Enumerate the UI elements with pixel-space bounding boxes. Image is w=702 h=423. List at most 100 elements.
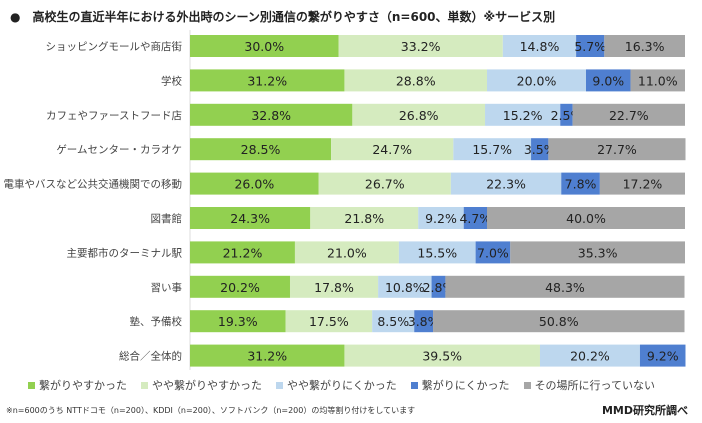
bar-segment bbox=[453, 138, 532, 161]
legend-swatch bbox=[141, 381, 148, 389]
category-label: 図書館 bbox=[151, 212, 183, 225]
bar-segment bbox=[485, 103, 561, 126]
category-label: 総合／全体的 bbox=[119, 350, 182, 363]
data-label: 3.8% bbox=[408, 314, 440, 329]
legend-item: 繋がりにくかった bbox=[410, 377, 510, 393]
data-label: 50.8% bbox=[539, 314, 579, 329]
data-label: 15.7% bbox=[472, 142, 512, 157]
bar-segment bbox=[372, 310, 415, 333]
bar-segment bbox=[310, 207, 419, 229]
footnote: ※n=600のうち NTTドコモ（n=200）、KDDI（n=200）、ソフトバ… bbox=[6, 406, 416, 415]
bar-segment bbox=[190, 344, 345, 367]
data-label: 24.7% bbox=[372, 142, 412, 157]
legend-swatch bbox=[276, 381, 283, 389]
bar-segment bbox=[539, 344, 640, 367]
bar-segment bbox=[344, 344, 540, 367]
legend-item: やや繋がりやすかった bbox=[141, 377, 262, 393]
bar-segment bbox=[190, 275, 290, 298]
bar-segment bbox=[344, 69, 487, 92]
bar-segment bbox=[190, 69, 345, 92]
data-label: 11.0% bbox=[638, 73, 678, 88]
chart-title: ● 高校生の直近半年における外出時のシーン別通信の繋がりやすさ（n=600、単数… bbox=[10, 10, 556, 24]
data-label: 39.5% bbox=[422, 349, 462, 364]
data-label: 27.7% bbox=[597, 142, 637, 157]
bar-segment bbox=[599, 172, 685, 195]
data-label: 10.8% bbox=[385, 280, 425, 295]
category-label: 習い事 bbox=[151, 281, 183, 294]
bar-segment bbox=[418, 207, 464, 229]
legend-item: 繋がりやすかった bbox=[28, 377, 127, 393]
legend-item: やや繋がりにくかった bbox=[276, 377, 397, 393]
category-label: ゲームセンター・カラオケ bbox=[56, 144, 182, 156]
bar-segment bbox=[190, 172, 319, 195]
data-label: 26.7% bbox=[365, 177, 405, 192]
data-label: 30.0% bbox=[244, 39, 284, 54]
bar-segment bbox=[190, 310, 286, 333]
data-label: 17.8% bbox=[314, 280, 354, 295]
data-label: 19.3% bbox=[218, 314, 258, 329]
data-label: 31.2% bbox=[247, 349, 287, 364]
data-label: 20.2% bbox=[570, 349, 610, 364]
bar-segment bbox=[190, 207, 311, 229]
bar-segment bbox=[586, 69, 631, 92]
data-label: 5.7% bbox=[574, 39, 606, 54]
legend-item: その場所に行っていない bbox=[523, 377, 656, 393]
data-label: 16.3% bbox=[625, 39, 665, 54]
bar-segment bbox=[531, 138, 549, 161]
data-label: 9.2% bbox=[425, 211, 457, 226]
data-label: 32.8% bbox=[251, 108, 291, 123]
bar-segment bbox=[487, 207, 685, 229]
data-label: 35.3% bbox=[578, 245, 618, 260]
bar-segment bbox=[561, 172, 600, 195]
data-label: 3.5% bbox=[524, 142, 556, 157]
stacked-bar-chart: ショッピングモールや商店街 30.0% 33.2% 14.8% 5.7% 16.3% 学校 3… bbox=[4, 30, 686, 370]
category-label: ショッピングモールや商店街 bbox=[46, 40, 183, 53]
data-label: 21.8% bbox=[344, 211, 384, 226]
bar-segment bbox=[289, 275, 379, 298]
data-label: 17.2% bbox=[623, 177, 663, 192]
data-label: 9.0% bbox=[592, 73, 624, 88]
bar-segment bbox=[576, 35, 605, 57]
bar-segment bbox=[450, 172, 562, 195]
data-label: 33.2% bbox=[401, 39, 441, 54]
data-label: 14.8% bbox=[520, 39, 560, 54]
category-label: 塾、予備校 bbox=[130, 315, 183, 328]
category-label: 学校 bbox=[161, 74, 182, 87]
legend-swatch bbox=[410, 381, 418, 389]
bar-segment bbox=[378, 275, 432, 298]
data-label: 15.5% bbox=[417, 245, 457, 260]
data-label: 21.2% bbox=[223, 245, 263, 260]
data-label: 28.8% bbox=[396, 73, 436, 88]
bar-segment bbox=[604, 35, 685, 57]
bar-segment bbox=[414, 310, 434, 333]
bar-segment bbox=[190, 103, 353, 126]
bar-segment bbox=[463, 207, 487, 229]
data-label: 31.2% bbox=[247, 73, 287, 88]
bar-segment bbox=[445, 275, 685, 298]
legend: 繋がりやすかった やや繋がりやすかった やや繋がりにくかった 繋がりにくかった その場所… bbox=[28, 377, 688, 393]
data-label: 24.3% bbox=[230, 211, 270, 226]
legend-swatch bbox=[523, 381, 531, 389]
bar-segment bbox=[318, 172, 451, 195]
data-label: 28.5% bbox=[241, 142, 281, 157]
legend-label: やや繋がりやすかった bbox=[152, 379, 262, 392]
data-label: 40.0% bbox=[566, 211, 606, 226]
bar-segment bbox=[331, 138, 454, 161]
data-label: 20.0% bbox=[517, 73, 557, 88]
bar-segment bbox=[630, 69, 685, 92]
bar-segment bbox=[548, 138, 686, 161]
data-label: 8.5% bbox=[377, 314, 409, 329]
bar-segment bbox=[398, 241, 476, 264]
legend-label: その場所に行っていない bbox=[534, 379, 656, 392]
category-label: カフェやファーストフード店 bbox=[46, 109, 182, 122]
data-label: 17.5% bbox=[309, 314, 349, 329]
data-label: 48.3% bbox=[545, 280, 585, 295]
bar-segment bbox=[433, 310, 685, 333]
legend-label: 繋がりにくかった bbox=[421, 379, 510, 392]
data-label: 22.7% bbox=[609, 108, 649, 123]
data-label: 7.8% bbox=[565, 177, 597, 192]
data-label: 15.2% bbox=[503, 108, 543, 123]
bar-segment bbox=[338, 35, 503, 57]
data-label: 26.8% bbox=[399, 108, 439, 123]
legend-label: 繋がりやすかった bbox=[39, 379, 127, 392]
